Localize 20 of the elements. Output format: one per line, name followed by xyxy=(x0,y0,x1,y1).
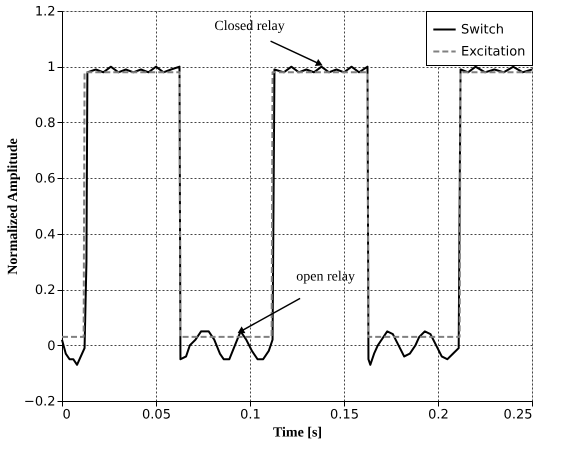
annotation: Closed relay xyxy=(214,18,285,34)
y-tick-label: 1 xyxy=(47,60,56,76)
x-tick-label: 0.1 xyxy=(240,408,261,422)
y-tick-label: 0.8 xyxy=(34,116,56,131)
y-tick-label: 0.2 xyxy=(34,283,56,298)
x-tick-label: 0.2 xyxy=(428,408,449,422)
y-tick-label: 0.6 xyxy=(34,172,56,187)
y-tick-label: −0.2 xyxy=(24,394,56,410)
y-tick-label: 1.2 xyxy=(34,4,56,20)
x-tick-label: 0.05 xyxy=(142,408,171,422)
y-axis-title: Normalized Amplitude xyxy=(6,138,21,275)
x-axis-title: Time [s] xyxy=(272,426,322,440)
annotation: open relay xyxy=(296,269,355,284)
legend-label: Switch xyxy=(461,22,504,38)
y-tick-label: 0 xyxy=(47,338,56,354)
x-tick-label: 0.15 xyxy=(330,408,359,422)
x-tick-label: 0.25 xyxy=(504,408,532,422)
x-tick-label: 0 xyxy=(62,408,71,422)
legend-label: Excitation xyxy=(461,44,526,60)
y-tick-label: 0.4 xyxy=(34,227,56,242)
